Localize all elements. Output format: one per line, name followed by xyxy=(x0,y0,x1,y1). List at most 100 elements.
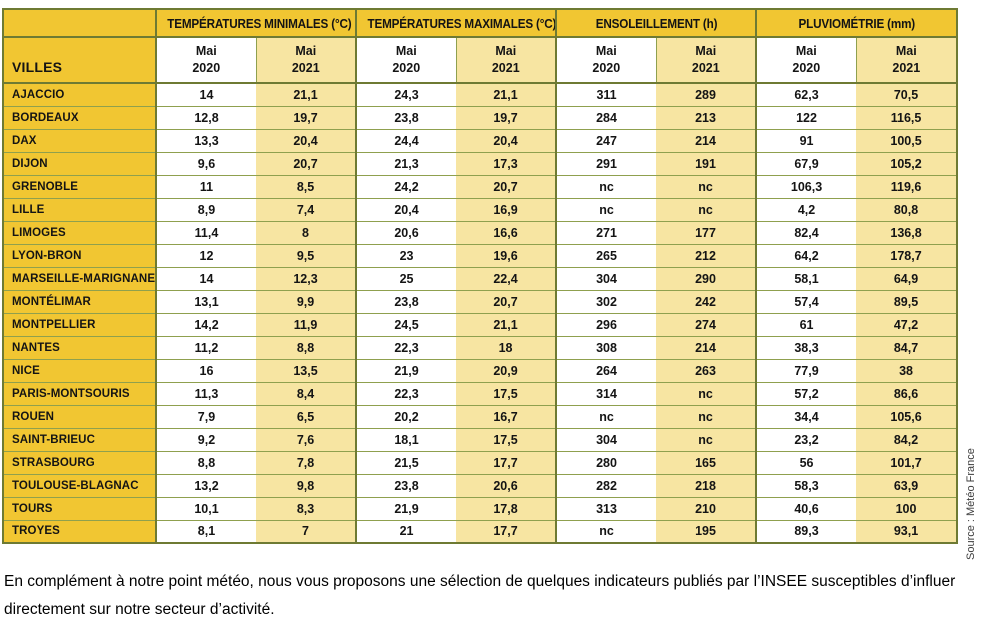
value-cell: 136,8 xyxy=(856,220,958,245)
year-label: 2020 xyxy=(792,61,821,75)
value-cell: 11,9 xyxy=(256,312,357,337)
table-row: MARSEILLE-MARIGNANE 14 12,3 25 22,4 304 290 58,… xyxy=(2,266,958,291)
year-label: 2020 xyxy=(592,61,621,75)
year-label: 2021 xyxy=(691,61,720,75)
value-cell: 8 xyxy=(256,220,357,245)
value-cell: 7 xyxy=(256,519,357,544)
value-cell: 12,8 xyxy=(155,105,256,130)
value-cell: 18 xyxy=(456,335,557,360)
month-label: Mai xyxy=(695,44,717,59)
value-cell: 8,8 xyxy=(155,450,256,475)
value-cell: 11 xyxy=(155,174,256,199)
value-cell: 116,5 xyxy=(856,105,958,130)
value-cell: 82,4 xyxy=(755,220,857,245)
group-header-sunshine: ENSOLEILLEMENT (h) xyxy=(555,8,757,38)
value-cell: 20,4 xyxy=(256,128,357,153)
value-cell: 34,4 xyxy=(755,404,857,429)
value-cell: 86,6 xyxy=(856,381,958,406)
value-cell: 265 xyxy=(555,243,657,268)
value-cell: 20,7 xyxy=(456,174,557,199)
value-cell: 21,1 xyxy=(256,82,357,107)
weather-table-container: TEMPÉRATURES MINIMALES (°C) TEMPÉRATURES… xyxy=(2,8,959,544)
value-cell: 8,3 xyxy=(256,496,357,521)
value-cell: 302 xyxy=(555,289,657,314)
value-cell: 57,4 xyxy=(755,289,857,314)
value-cell: 64,2 xyxy=(755,243,857,268)
value-cell: 19,7 xyxy=(256,105,357,130)
value-cell: 80,8 xyxy=(856,197,958,222)
value-cell: 271 xyxy=(555,220,657,245)
value-cell: 17,5 xyxy=(456,427,557,452)
value-cell: 16,6 xyxy=(456,220,557,245)
value-cell: 58,3 xyxy=(755,473,857,498)
month-label: Mai xyxy=(495,44,517,59)
value-cell: 17,3 xyxy=(456,151,557,176)
group-header-rainfall: PLUVIOMÉTRIE (mm) xyxy=(755,8,958,38)
value-cell: 21,9 xyxy=(355,358,457,383)
value-cell: 264 xyxy=(555,358,657,383)
value-cell: 210 xyxy=(656,496,757,521)
value-cell: 106,3 xyxy=(755,174,857,199)
value-cell: 9,8 xyxy=(256,473,357,498)
table-row: LYON-BRON 12 9,5 23 19,6 265 212 64,2 178,7 xyxy=(2,243,958,268)
city-cell: BORDEAUX xyxy=(2,105,157,130)
city-cell: LYON-BRON xyxy=(2,243,157,268)
value-cell: 18,1 xyxy=(355,427,457,452)
city-cell: TOULOUSE-BLAGNAC xyxy=(2,473,157,498)
value-cell: 23,8 xyxy=(355,105,457,130)
table-row: MONTPELLIER 14,2 11,9 24,5 21,1 296 274 61 47,2 xyxy=(2,312,958,337)
value-cell: 24,2 xyxy=(355,174,457,199)
value-cell: 280 xyxy=(555,450,657,475)
value-cell: 20,9 xyxy=(456,358,557,383)
value-cell: 62,3 xyxy=(755,82,857,107)
value-cell: 11,3 xyxy=(155,381,256,406)
corner-cell xyxy=(2,8,157,38)
value-cell: 23,2 xyxy=(755,427,857,452)
value-cell: 122 xyxy=(755,105,857,130)
value-cell: 40,6 xyxy=(755,496,857,521)
value-cell: 84,7 xyxy=(856,335,958,360)
value-cell: nc xyxy=(656,381,757,406)
group-header-row: TEMPÉRATURES MINIMALES (°C) TEMPÉRATURES… xyxy=(2,8,958,38)
value-cell: 20,7 xyxy=(456,289,557,314)
city-cell: TOURS xyxy=(2,496,157,521)
city-cell: SAINT-BRIEUC xyxy=(2,427,157,452)
value-cell: 308 xyxy=(555,335,657,360)
value-cell: 12 xyxy=(155,243,256,268)
value-cell: 22,3 xyxy=(355,335,457,360)
value-cell: 7,6 xyxy=(256,427,357,452)
value-cell: 21,1 xyxy=(456,312,557,337)
value-cell: 8,9 xyxy=(155,197,256,222)
value-cell: 23 xyxy=(355,243,457,268)
value-cell: 20,4 xyxy=(456,128,557,153)
value-cell: 20,6 xyxy=(355,220,457,245)
value-cell: nc xyxy=(555,404,657,429)
value-cell: 24,3 xyxy=(355,82,457,107)
subheader-rainfall-2020: Mai 2020 xyxy=(755,36,857,84)
value-cell: 84,2 xyxy=(856,427,958,452)
value-cell: 214 xyxy=(656,128,757,153)
value-cell: 16,7 xyxy=(456,404,557,429)
value-cell: 290 xyxy=(656,266,757,291)
value-cell: 56 xyxy=(755,450,857,475)
value-cell: 24,4 xyxy=(355,128,457,153)
year-label: 2021 xyxy=(291,61,320,75)
value-cell: 195 xyxy=(656,519,757,544)
group-header-temp-min-label: TEMPÉRATURES MINIMALES (°C) xyxy=(167,15,352,31)
value-cell: 14 xyxy=(155,266,256,291)
value-cell: 20,4 xyxy=(355,197,457,222)
value-cell: 11,2 xyxy=(155,335,256,360)
city-cell: LILLE xyxy=(2,197,157,222)
value-cell: nc xyxy=(555,197,657,222)
table-row: MONTÉLIMAR 13,1 9,9 23,8 20,7 302 242 57,4 89,5 xyxy=(2,289,958,314)
value-cell: 11,4 xyxy=(155,220,256,245)
value-cell: 10,1 xyxy=(155,496,256,521)
table-row: GRENOBLE 11 8,5 24,2 20,7 nc nc 106,3 119,6 xyxy=(2,174,958,199)
value-cell: 57,2 xyxy=(755,381,857,406)
table-row: DAX 13,3 20,4 24,4 20,4 247 214 91 100,5 xyxy=(2,128,958,153)
value-cell: 93,1 xyxy=(856,519,958,544)
value-cell: 9,2 xyxy=(155,427,256,452)
value-cell: nc xyxy=(555,519,657,544)
city-cell: TROYES xyxy=(2,519,157,544)
year-label: 2020 xyxy=(192,61,221,75)
